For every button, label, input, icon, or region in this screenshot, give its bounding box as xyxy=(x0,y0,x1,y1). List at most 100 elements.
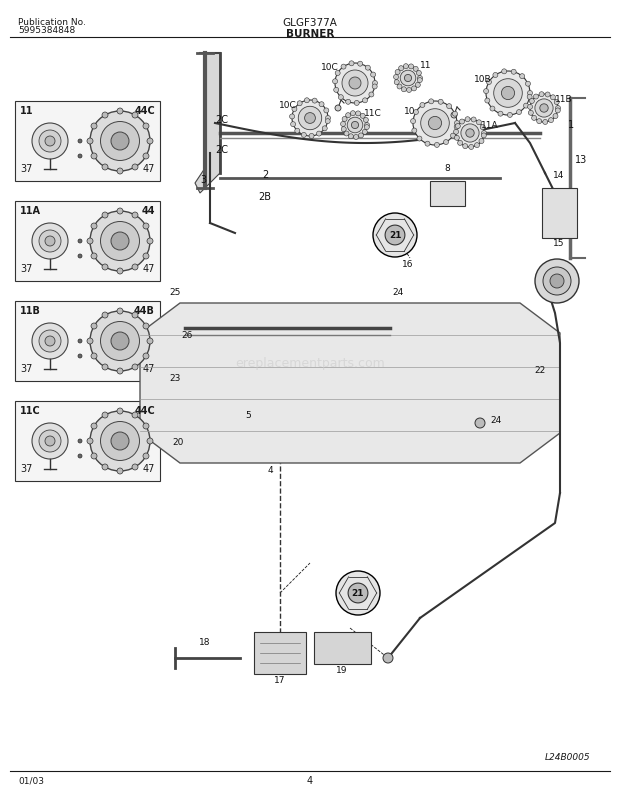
Circle shape xyxy=(143,153,149,159)
Circle shape xyxy=(111,432,129,450)
Circle shape xyxy=(531,116,536,121)
Circle shape xyxy=(334,87,339,92)
Circle shape xyxy=(479,139,484,144)
Polygon shape xyxy=(195,53,220,193)
Circle shape xyxy=(111,132,129,150)
Circle shape xyxy=(102,412,108,418)
Circle shape xyxy=(363,98,368,103)
Circle shape xyxy=(371,72,376,77)
Text: 22: 22 xyxy=(534,366,546,375)
Circle shape xyxy=(463,144,467,148)
Circle shape xyxy=(312,98,317,103)
Circle shape xyxy=(294,128,300,133)
Text: 11A: 11A xyxy=(481,121,499,129)
Circle shape xyxy=(335,105,341,111)
Text: Publication No.: Publication No. xyxy=(18,18,86,27)
Circle shape xyxy=(111,232,129,250)
Text: 11C: 11C xyxy=(364,109,382,117)
Circle shape xyxy=(356,111,361,116)
Circle shape xyxy=(78,454,82,458)
Circle shape xyxy=(556,105,560,110)
Circle shape xyxy=(91,323,97,329)
Circle shape xyxy=(407,87,412,93)
Text: 14: 14 xyxy=(553,171,565,180)
Circle shape xyxy=(132,312,138,318)
Text: 2C: 2C xyxy=(216,145,229,155)
Circle shape xyxy=(365,65,370,70)
Text: 1: 1 xyxy=(568,120,574,130)
Text: ereplacementparts.com: ereplacementparts.com xyxy=(235,357,385,370)
Text: 47: 47 xyxy=(143,364,155,374)
Circle shape xyxy=(410,119,415,124)
Circle shape xyxy=(45,136,55,146)
Circle shape xyxy=(425,141,430,146)
Circle shape xyxy=(143,223,149,229)
Circle shape xyxy=(451,133,456,138)
Circle shape xyxy=(117,408,123,414)
Text: L24B0005: L24B0005 xyxy=(544,753,590,763)
Circle shape xyxy=(100,422,140,461)
Circle shape xyxy=(117,108,123,114)
Circle shape xyxy=(465,117,470,121)
Circle shape xyxy=(350,111,355,116)
Circle shape xyxy=(45,336,55,346)
Text: 4: 4 xyxy=(307,776,313,786)
Text: 11: 11 xyxy=(420,62,432,71)
Circle shape xyxy=(292,106,297,112)
Circle shape xyxy=(413,67,418,71)
Polygon shape xyxy=(140,303,560,463)
Circle shape xyxy=(100,121,140,160)
Text: 4: 4 xyxy=(267,466,273,475)
Circle shape xyxy=(400,71,416,86)
Circle shape xyxy=(91,453,97,459)
Circle shape xyxy=(143,453,149,459)
Circle shape xyxy=(412,86,417,91)
Text: 44C: 44C xyxy=(135,106,155,116)
Circle shape xyxy=(415,82,420,87)
Circle shape xyxy=(349,61,354,66)
Circle shape xyxy=(527,94,532,99)
Text: 37: 37 xyxy=(20,264,32,274)
Circle shape xyxy=(401,86,406,92)
Circle shape xyxy=(494,79,522,107)
Circle shape xyxy=(520,74,525,79)
Circle shape xyxy=(117,308,123,314)
Circle shape xyxy=(132,412,138,418)
FancyBboxPatch shape xyxy=(15,101,160,181)
Circle shape xyxy=(132,164,138,170)
Text: 25: 25 xyxy=(169,288,180,297)
Circle shape xyxy=(292,100,328,136)
Text: 01/03: 01/03 xyxy=(18,776,44,786)
Circle shape xyxy=(458,140,463,145)
Circle shape xyxy=(360,113,365,118)
Circle shape xyxy=(421,109,450,137)
Circle shape xyxy=(132,464,138,470)
Circle shape xyxy=(482,131,487,136)
Circle shape xyxy=(413,101,457,145)
Circle shape xyxy=(551,95,556,100)
Circle shape xyxy=(363,117,368,122)
Circle shape xyxy=(528,90,533,95)
Circle shape xyxy=(90,211,150,271)
Text: 17: 17 xyxy=(274,676,286,685)
Circle shape xyxy=(417,78,422,82)
Circle shape xyxy=(404,75,412,82)
Circle shape xyxy=(428,117,441,129)
Circle shape xyxy=(32,223,68,259)
Circle shape xyxy=(451,112,457,118)
Circle shape xyxy=(348,583,368,603)
FancyBboxPatch shape xyxy=(542,188,577,238)
Circle shape xyxy=(349,77,361,89)
Circle shape xyxy=(291,121,296,127)
Circle shape xyxy=(352,121,358,128)
Circle shape xyxy=(353,135,358,140)
Circle shape xyxy=(549,117,554,123)
Text: 10B: 10B xyxy=(474,75,492,83)
Circle shape xyxy=(91,223,97,229)
Circle shape xyxy=(512,69,516,75)
Text: 5995384848: 5995384848 xyxy=(18,26,75,35)
Circle shape xyxy=(332,79,337,84)
Bar xyxy=(165,43,610,763)
Text: 8: 8 xyxy=(444,164,450,173)
Circle shape xyxy=(147,338,153,344)
